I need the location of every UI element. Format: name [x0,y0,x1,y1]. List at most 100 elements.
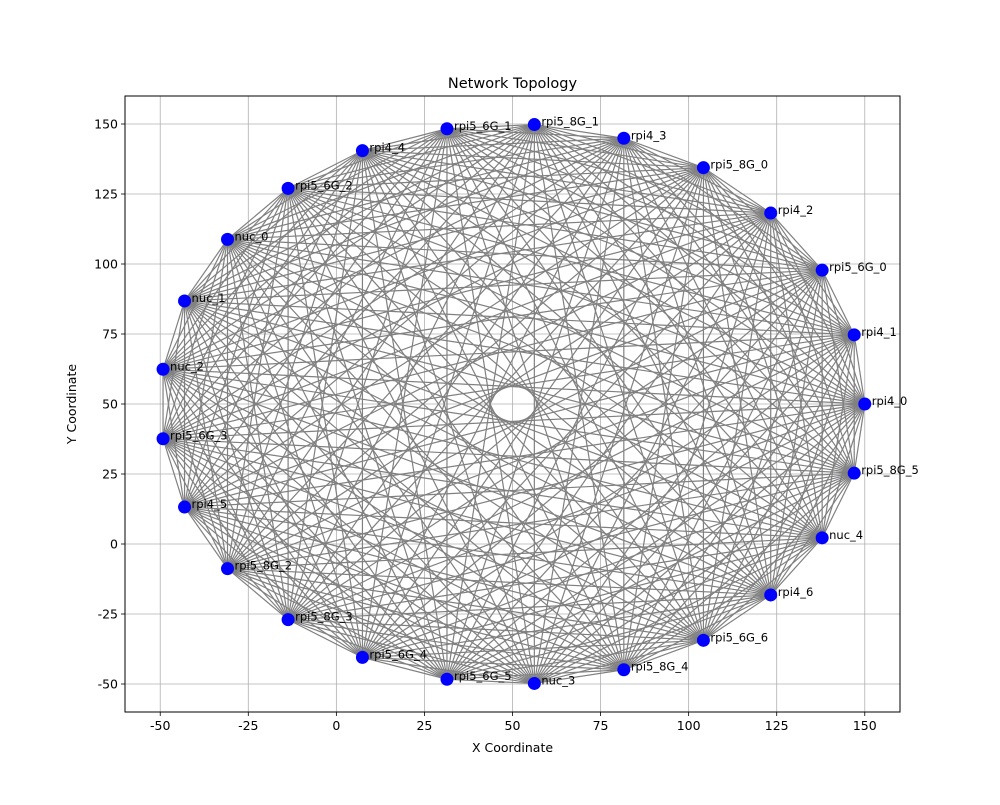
network-edge [287,187,865,405]
node-label: nuc_3 [541,673,575,687]
node-label: rpi4_3 [631,128,667,142]
network-edge [623,269,823,670]
network-node [281,181,295,195]
network-edge [226,239,289,620]
network-edge [227,150,363,240]
network-edge [287,187,772,596]
network-node [440,122,454,136]
y-tick-label: 125 [94,187,118,202]
network-edge [770,537,823,596]
network-edge [446,269,823,680]
network-edge [288,167,704,189]
network-edge [446,128,704,169]
node-layer [156,118,872,690]
network-edge [287,188,535,684]
network-edge [162,368,704,641]
network-edge [184,128,448,508]
x-tick-label: 100 [677,718,701,733]
network-node [617,131,631,145]
node-label: rpi5_8G_5 [861,463,919,477]
network-edge [162,438,363,658]
network-edge [287,334,855,621]
node-label: rpi4_0 [872,394,908,408]
y-axis-label: Y Coordinate [64,364,79,445]
chart-title: Network Topology [448,76,578,92]
network-edge [184,137,625,302]
network-edge [162,438,289,620]
network-edge [184,300,704,641]
network-edge [184,124,535,508]
node-label: rpi5_8G_1 [541,115,599,129]
network-edge [770,334,855,596]
network-edge [446,128,772,596]
network-edge [162,239,229,439]
x-tick-label: 25 [416,718,432,733]
network-edge [446,678,535,685]
network-edge [227,472,855,570]
network-edge [226,188,289,569]
network-edge [361,150,448,680]
network-edge [702,167,855,474]
network-edge [362,269,823,658]
network-edge [770,212,855,336]
network-edge [162,137,625,440]
network-edge [287,187,855,336]
network-edge [162,368,771,596]
network-edge [446,212,772,680]
network-edge [287,212,772,621]
network-edge [227,568,448,680]
network-edge [162,369,289,620]
network-edge [821,270,855,474]
network-edge [362,150,823,539]
network-edge [227,167,704,240]
network-edge [184,167,704,508]
network-edge [821,472,855,539]
network-node [764,588,778,602]
x-axis-label: X Coordinate [472,740,553,755]
network-edge [361,212,772,658]
network-edge [184,269,823,302]
network-node [178,500,192,514]
network-edge [623,137,855,336]
node-label: rpi5_6G_1 [454,119,512,133]
network-edge [162,188,289,439]
network-node [764,206,778,220]
network-edge [533,124,705,641]
network-edge [227,137,625,570]
network-edge [227,137,624,240]
network-edge [184,269,823,508]
network-edge [162,369,229,569]
network-edge [446,594,771,680]
node-label: rpi5_8G_2 [235,559,293,573]
network-edge [361,128,448,658]
network-edge [446,167,704,680]
network-edge [227,238,823,271]
network-edge [227,568,771,596]
node-label: rpi5_6G_6 [710,630,768,644]
network-edge [362,150,855,336]
network-edge [184,472,855,508]
network-edge [446,128,625,670]
network-edge [623,472,855,671]
network-edge [162,300,186,439]
network-edge [227,238,855,336]
network-edge [162,188,289,370]
node-label: rpi4_6 [778,585,814,599]
network-node [815,531,829,545]
network-edge [446,128,771,214]
network-edge [623,137,704,169]
network-edge [533,124,625,670]
network-edge [184,124,535,302]
network-edge [184,506,625,671]
y-tick-label: -50 [98,677,118,692]
network-edge [184,239,229,302]
network-edge [821,334,855,538]
network-node [696,161,710,175]
x-tick-label: -25 [238,718,258,733]
network-edge [226,239,364,658]
y-tick-label: 50 [102,397,118,412]
network-edge [162,438,823,539]
network-edge [184,187,289,302]
